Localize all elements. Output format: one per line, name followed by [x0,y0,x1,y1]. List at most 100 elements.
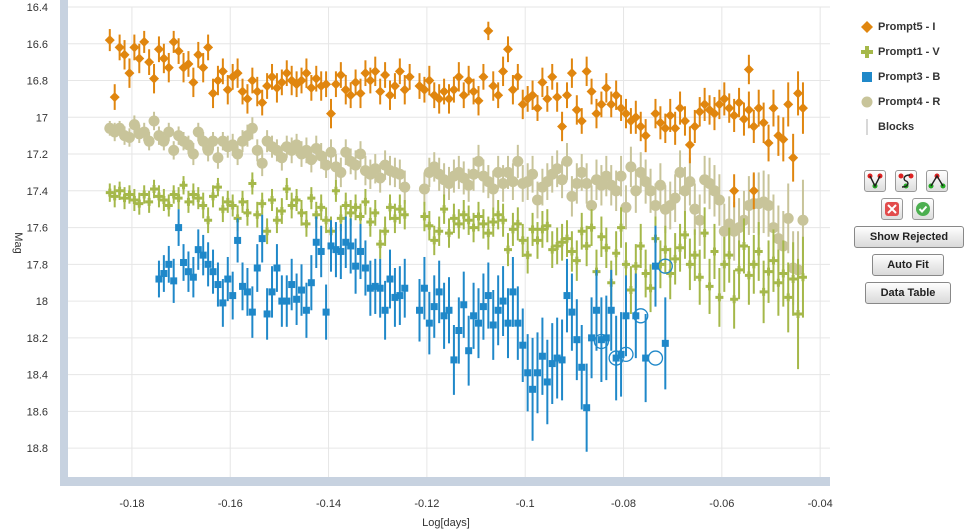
data-point[interactable] [335,70,346,81]
data-point[interactable] [306,82,317,93]
data-point[interactable] [632,312,640,320]
data-point[interactable] [345,90,356,101]
data-point[interactable] [370,66,381,77]
data-point[interactable] [479,303,487,311]
data-point[interactable] [342,238,350,246]
data-point[interactable] [710,247,719,256]
data-point[interactable] [376,284,384,292]
data-point[interactable] [645,185,657,197]
data-point[interactable] [763,138,774,149]
data-point[interactable] [533,369,541,377]
data-point[interactable] [646,284,655,293]
data-point[interactable] [430,236,439,245]
data-point[interactable] [302,219,311,228]
data-point[interactable] [449,214,458,223]
data-point[interactable] [547,71,558,82]
data-point[interactable] [139,36,150,47]
data-point[interactable] [567,247,576,256]
data-point[interactable] [184,197,193,206]
data-point[interactable] [258,199,267,208]
data-point[interactable] [272,216,281,225]
data-point[interactable] [128,119,140,131]
data-point[interactable] [797,103,808,114]
data-point[interactable] [366,218,375,227]
data-point[interactable] [337,247,345,255]
data-point[interactable] [468,86,479,97]
data-point[interactable] [769,256,778,265]
data-point[interactable] [484,229,493,238]
data-point[interactable] [360,68,371,79]
data-point[interactable] [788,152,799,163]
data-point[interactable] [528,225,537,234]
data-point[interactable] [209,268,217,276]
data-point[interactable] [302,306,310,314]
data-point[interactable] [154,192,163,201]
data-point[interactable] [512,155,524,167]
data-point[interactable] [281,68,292,79]
data-point[interactable] [189,273,197,281]
data-point[interactable] [435,227,444,236]
rejected-point-marker[interactable] [657,258,673,274]
data-point[interactable] [229,292,237,300]
data-point[interactable] [375,86,386,97]
data-point[interactable] [699,99,710,110]
data-point[interactable] [170,277,178,285]
data-point[interactable] [793,88,804,99]
data-point[interactable] [258,235,266,243]
data-point[interactable] [768,103,779,114]
data-point[interactable] [778,134,789,145]
data-point[interactable] [499,297,507,305]
data-point[interactable] [311,73,322,84]
data-point[interactable] [424,75,435,86]
data-point[interactable] [689,121,700,132]
data-point[interactable] [291,139,303,151]
data-point[interactable] [529,385,537,393]
data-point[interactable] [130,195,139,204]
data-point[interactable] [214,281,222,289]
data-point[interactable] [347,242,355,250]
data-point[interactable] [586,200,598,212]
data-point[interactable] [661,245,670,254]
data-point[interactable] [670,123,681,134]
data-point[interactable] [325,146,337,158]
data-point[interactable] [182,139,194,151]
data-point[interactable] [489,321,497,329]
data-point[interactable] [797,214,809,226]
data-point[interactable] [178,62,189,73]
data-point[interactable] [577,227,586,236]
data-point[interactable] [287,201,296,210]
data-point[interactable] [744,271,753,280]
data-point[interactable] [420,212,429,221]
data-point[interactable] [514,319,522,327]
data-point[interactable] [381,227,390,236]
data-point[interactable] [212,75,223,86]
data-point[interactable] [341,201,350,210]
data-point[interactable] [399,181,411,193]
data-point[interactable] [174,194,183,203]
data-point[interactable] [150,184,159,193]
data-point[interactable] [708,185,720,197]
data-point[interactable] [715,293,724,302]
data-point[interactable] [459,210,468,219]
data-point[interactable] [418,183,430,195]
data-point[interactable] [307,279,315,287]
data-point[interactable] [586,86,597,97]
data-point[interactable] [256,157,268,169]
legend-item-prompt5-i[interactable]: Prompt5 - I [856,14,971,39]
data-point[interactable] [767,222,779,234]
data-point[interactable] [193,49,204,60]
data-point[interactable] [502,44,513,55]
data-point[interactable] [253,264,261,272]
data-point[interactable] [758,117,769,128]
data-point[interactable] [301,68,312,79]
data-point[interactable] [440,312,448,320]
data-point[interactable] [224,275,232,283]
data-point[interactable] [179,181,188,190]
data-point[interactable] [243,208,252,217]
data-point[interactable] [238,197,247,206]
data-point[interactable] [332,246,340,254]
data-point[interactable] [583,404,591,412]
data-point[interactable] [271,82,282,93]
data-point[interactable] [145,197,154,206]
data-point[interactable] [361,264,369,272]
